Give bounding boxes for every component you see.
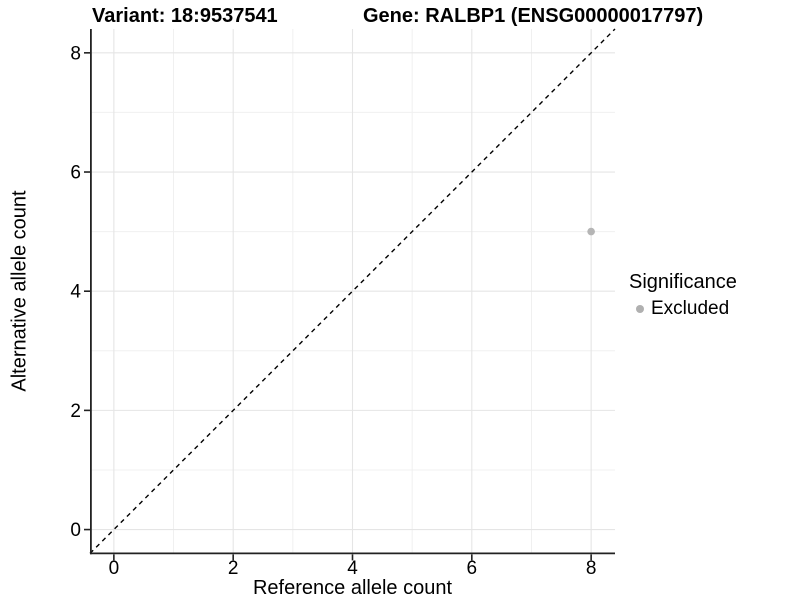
plot-title-gene: Gene: RALBP1 (ENSG00000017797) <box>363 5 704 27</box>
y-tick-label: 0 <box>70 520 81 541</box>
y-tick-label: 2 <box>70 401 81 422</box>
x-tick-label: 6 <box>467 558 478 579</box>
x-tick-label: 2 <box>228 558 239 579</box>
x-tick-label: 4 <box>347 558 358 579</box>
legend-key <box>629 298 651 320</box>
y-tick-label: 8 <box>70 43 81 64</box>
legend-items: Excluded <box>629 298 737 320</box>
identity-line <box>89 28 616 554</box>
x-axis-title: Reference allele count <box>252 577 452 599</box>
legend-item-label: Excluded <box>651 298 730 319</box>
data-point <box>587 227 595 236</box>
plot-title-variant: Variant: 18:9537541 <box>92 5 278 27</box>
y-axis-title: Alternative allele count <box>8 190 31 392</box>
legend-point-icon <box>636 305 644 313</box>
y-tick-label: 6 <box>70 163 81 184</box>
y-tick-label: 4 <box>70 282 81 303</box>
x-tick-label: 0 <box>109 558 120 579</box>
legend-item: Excluded <box>629 298 737 320</box>
x-tick-label: 8 <box>586 558 597 579</box>
legend: Significance Excluded <box>629 271 737 320</box>
legend-title: Significance <box>629 271 737 293</box>
